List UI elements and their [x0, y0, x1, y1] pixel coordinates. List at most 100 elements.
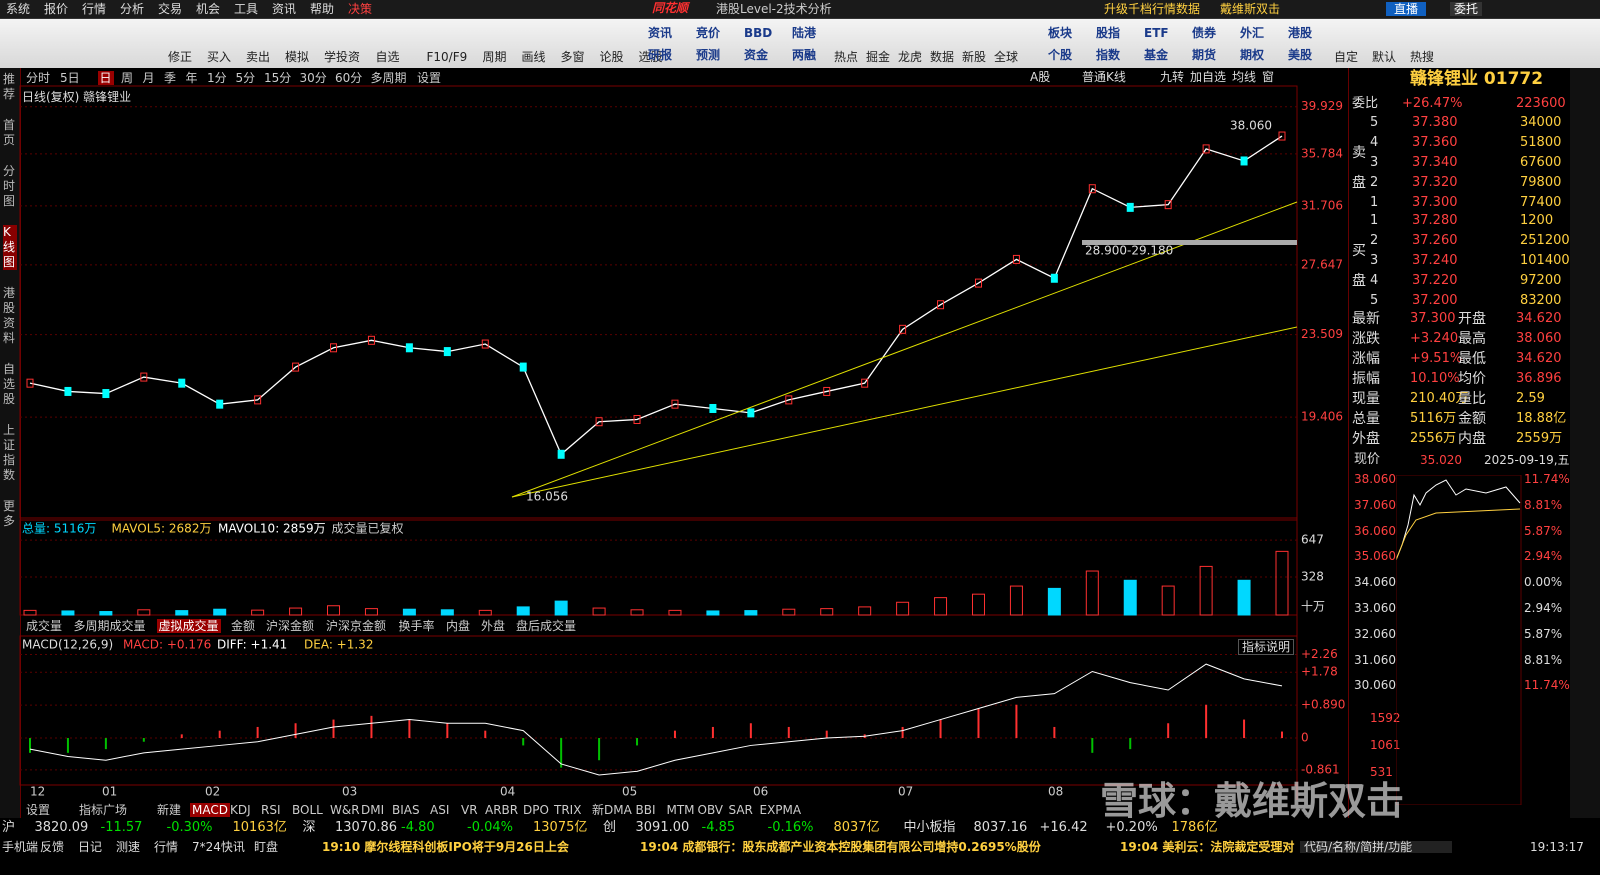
- period-tab[interactable]: 年: [185, 71, 198, 85]
- indicator-tab[interactable]: ARBR: [485, 803, 519, 817]
- tool-button[interactable]: ETF: [1144, 26, 1169, 40]
- side-tab[interactable]: 推荐: [3, 72, 16, 101]
- menu-item[interactable]: 报价: [44, 2, 69, 16]
- tool-button[interactable]: 卖出: [246, 50, 271, 64]
- volume-tab[interactable]: 内盘: [446, 619, 471, 633]
- tool-button[interactable]: 基金: [1144, 48, 1169, 62]
- tool-button[interactable]: 龙虎: [898, 50, 923, 64]
- menu-item[interactable]: 资讯: [272, 2, 297, 16]
- ticker-button[interactable]: 盯盘: [254, 840, 279, 854]
- chart-option[interactable]: 加自选: [1190, 70, 1227, 84]
- ticker-button[interactable]: 测速: [116, 840, 141, 854]
- period-tab[interactable]: 设置: [417, 71, 442, 85]
- tool-button[interactable]: 默认: [1372, 50, 1397, 64]
- tool-button[interactable]: 论股: [599, 50, 624, 64]
- side-tab[interactable]: 更多: [3, 499, 16, 528]
- indicator-tab[interactable]: MACD: [190, 803, 230, 817]
- menu-item[interactable]: 交易: [158, 2, 183, 16]
- indicator-tab[interactable]: W&R: [330, 803, 360, 817]
- tool-button[interactable]: 预测: [696, 48, 721, 62]
- volume-tab[interactable]: 外盘: [481, 619, 506, 633]
- chart-option[interactable]: 九转: [1160, 70, 1185, 84]
- side-tab[interactable]: 自选股: [3, 362, 16, 406]
- top-link[interactable]: 升级千档行情数据: [1104, 2, 1201, 16]
- indicator-tab[interactable]: BOLL: [292, 803, 323, 817]
- top-link[interactable]: 戴维斯双击: [1220, 2, 1281, 16]
- indicator-tab[interactable]: SAR: [728, 803, 753, 817]
- indicator-tab[interactable]: EXPMA: [759, 803, 802, 817]
- indicator-tab[interactable]: 新建: [157, 803, 182, 817]
- ticker-button[interactable]: 日记: [78, 840, 103, 854]
- side-tab[interactable]: 上证指数: [3, 423, 16, 482]
- tool-button[interactable]: 掘金: [866, 50, 891, 64]
- menu-item[interactable]: 帮助: [310, 2, 335, 16]
- tool-button[interactable]: 资金: [744, 48, 769, 62]
- period-tab[interactable]: 日: [97, 71, 114, 85]
- tool-button[interactable]: 股指: [1096, 26, 1121, 40]
- indicator-tab[interactable]: 指标广场: [79, 803, 128, 817]
- news-item[interactable]: 19:04 成都银行：股东成都产业资本控股集团有限公司增持0.2695%股份: [640, 840, 1041, 854]
- menu-item[interactable]: 机会: [196, 2, 221, 16]
- period-tab[interactable]: 30分: [299, 71, 327, 85]
- indicator-tab[interactable]: 设置: [26, 803, 51, 817]
- indicator-tab[interactable]: KDJ: [230, 803, 251, 817]
- side-tab[interactable]: 港股资料: [3, 286, 16, 345]
- period-tab[interactable]: 15分: [264, 71, 292, 85]
- menu-item[interactable]: 系统: [6, 2, 31, 16]
- tool-button[interactable]: 陆港: [792, 26, 817, 40]
- indicator-tab[interactable]: OBV: [697, 803, 724, 817]
- ticker-button[interactable]: 行情: [154, 840, 179, 854]
- indicator-tab[interactable]: BBI: [635, 803, 656, 817]
- volume-tab[interactable]: 成交量: [26, 619, 63, 633]
- period-tab[interactable]: 季: [164, 71, 177, 85]
- volume-tab[interactable]: 虚拟成交量: [156, 619, 221, 633]
- volume-tab[interactable]: 沪深金额: [266, 619, 315, 633]
- indicator-tab[interactable]: TRIX: [554, 803, 582, 817]
- chart-option[interactable]: A股: [1030, 70, 1051, 84]
- side-tab[interactable]: K线图: [3, 225, 17, 270]
- tool-button[interactable]: 修正: [168, 50, 193, 64]
- chart-option[interactable]: 均线: [1232, 70, 1257, 84]
- tool-button[interactable]: 外汇: [1240, 26, 1265, 40]
- tool-button[interactable]: 买入: [207, 50, 232, 64]
- period-tab[interactable]: 分时: [26, 71, 51, 85]
- indicator-tab[interactable]: 新DMA: [592, 803, 632, 817]
- chart-option[interactable]: 普通K线: [1082, 70, 1126, 84]
- tool-button[interactable]: 多窗: [560, 50, 585, 64]
- ticker-button[interactable]: 反馈: [40, 840, 65, 854]
- menu-item[interactable]: 工具: [234, 2, 259, 16]
- tool-button[interactable]: 板块: [1048, 26, 1073, 40]
- tool-button[interactable]: 期货: [1192, 48, 1217, 62]
- tool-button[interactable]: 数据: [930, 50, 955, 64]
- top-button[interactable]: 委托: [1450, 2, 1483, 16]
- volume-tab[interactable]: 多周期成交量: [73, 619, 146, 633]
- tool-button[interactable]: 美股: [1288, 48, 1313, 62]
- tool-button[interactable]: 自定: [1334, 50, 1359, 64]
- side-tab[interactable]: 首页: [3, 118, 16, 147]
- menu-item[interactable]: 行情: [82, 2, 107, 16]
- news-item[interactable]: 19:10 摩尔线程科创板IPO将于9月26日上会: [322, 840, 569, 854]
- indicator-tab[interactable]: BIAS: [392, 803, 420, 817]
- volume-tab[interactable]: 沪深京金额: [326, 619, 387, 633]
- indicator-tab[interactable]: MTM: [666, 803, 695, 817]
- tool-button[interactable]: 热搜: [1410, 50, 1435, 64]
- chart-option[interactable]: 窗: [1262, 70, 1275, 84]
- tool-button[interactable]: 港股: [1288, 26, 1313, 40]
- tool-button[interactable]: 模拟: [285, 50, 310, 64]
- tool-button[interactable]: 学投资: [324, 50, 361, 64]
- ticker-button[interactable]: 手机端: [2, 840, 39, 854]
- tool-button[interactable]: 指数: [1096, 48, 1121, 62]
- period-tab[interactable]: 周: [121, 71, 134, 85]
- side-tab[interactable]: 分时图: [3, 164, 16, 208]
- tool-button[interactable]: 全球: [994, 50, 1019, 64]
- news-item[interactable]: 19:04 美利云：法院裁定受理对: [1120, 840, 1295, 854]
- search-box[interactable]: 代码/名称/简拼/功能: [1300, 841, 1453, 853]
- period-tab[interactable]: 5日: [60, 71, 80, 85]
- tool-button[interactable]: 研报: [648, 48, 673, 62]
- period-tab[interactable]: 1分: [207, 71, 227, 85]
- period-tab[interactable]: 5分: [235, 71, 256, 85]
- volume-tab[interactable]: 金额: [231, 619, 256, 633]
- tool-button[interactable]: BBD: [744, 26, 773, 40]
- indicator-tab[interactable]: VR: [461, 803, 478, 817]
- indicator-tab[interactable]: DMI: [361, 803, 385, 817]
